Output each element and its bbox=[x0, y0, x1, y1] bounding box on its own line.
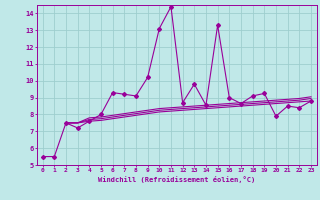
X-axis label: Windchill (Refroidissement éolien,°C): Windchill (Refroidissement éolien,°C) bbox=[98, 176, 255, 183]
